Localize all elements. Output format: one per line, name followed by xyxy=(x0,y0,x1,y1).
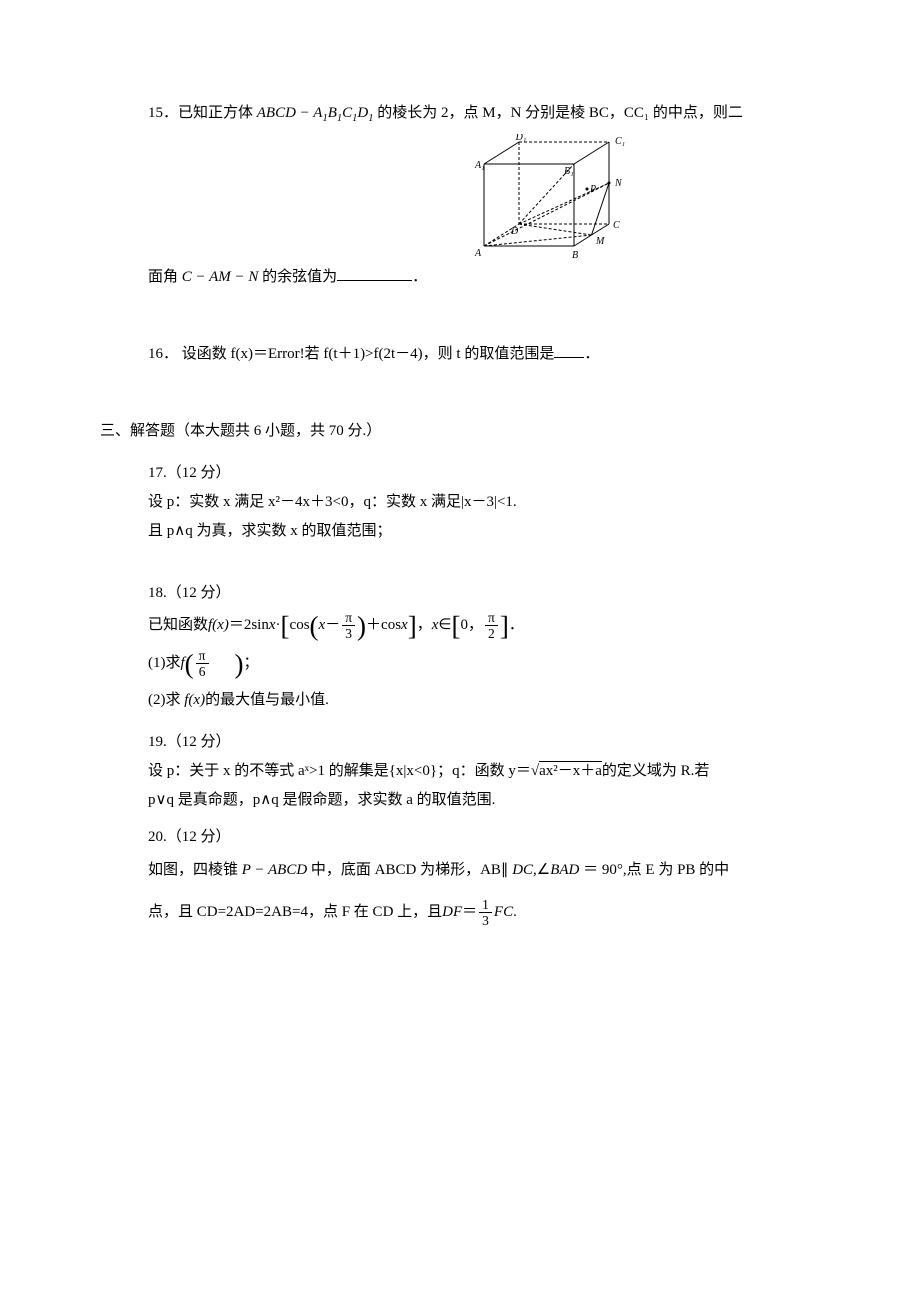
label-C1: C₁ xyxy=(615,136,625,147)
sqrt-content: ax²－x＋a xyxy=(539,761,602,779)
frac-1-3: 1 3 xyxy=(479,898,492,928)
problem-20: 20.（12 分） 如图，四棱锥 P − ABCD 中，底面 ABCD 为梯形，… xyxy=(148,824,840,928)
label-B1: B₁ xyxy=(564,166,574,177)
p20-line2: 点，且 CD=2AD=2AB=4，点 F 在 CD 上，且 DF ＝ 1 3 F… xyxy=(148,898,840,928)
frac-pi-3: π 3 xyxy=(342,611,355,641)
p19-line2: p∨q 是真命题，p∧q 是假命题，求实数 a 的取值范围. xyxy=(148,787,840,814)
problem-15-middle: D₁ C₁ A₁ B₁ A B C D M N P xyxy=(148,129,840,266)
p20-angle: ,∠BAD ＝ 90° xyxy=(533,862,623,878)
blank-16 xyxy=(554,357,584,358)
frac-pi-2-num: π xyxy=(485,611,498,627)
p20-df: DF xyxy=(442,899,462,926)
section-3-title: 三、解答题（本大题共 6 小题，共 70 分.） xyxy=(100,418,840,445)
p18-xminus: x xyxy=(319,612,326,639)
label-C: C xyxy=(613,220,620,231)
label-M: M xyxy=(595,236,605,247)
p20-line1b: 中，底面 ABCD 为梯形，AB∥ xyxy=(307,862,512,878)
p18-eq: ＝2sin xyxy=(229,612,269,639)
p18-part2-rest: 的最大值与最小值. xyxy=(205,692,329,708)
problem-15: 15．已知正方体 ABCD − A1B1C1D1 的棱长为 2，点 M，N 分别… xyxy=(148,100,840,291)
p15-line2-rest: 的余弦值为 xyxy=(258,269,337,285)
frac-pi-6-num: π xyxy=(196,649,209,665)
p18-minus: － xyxy=(325,612,340,639)
p20-line1c: ,点 E 为 PB 的中 xyxy=(623,862,729,878)
frac-1-3-den: 3 xyxy=(479,913,492,928)
blank-15 xyxy=(337,280,412,281)
p16-end: ． xyxy=(584,346,599,362)
p18-part1-end: ； xyxy=(244,650,259,677)
label-A1: A₁ xyxy=(474,160,485,171)
frac-pi-2-den: 2 xyxy=(485,626,498,641)
label-P: P xyxy=(589,184,596,195)
frac-pi-3-num: π xyxy=(342,611,355,627)
p19-line1a: 设 p：关于 x 的不等式 aˣ>1 的解集是{x|x<0}；q：函数 y＝ xyxy=(148,763,531,779)
p20-title: 20.（12 分） xyxy=(148,824,840,851)
p20-line1a: 如图，四棱锥 xyxy=(148,862,242,878)
p16-middle: 若 f(t＋1)>f(2t－4)，则 t 的取值范围是 xyxy=(305,346,555,362)
p18-period: ． xyxy=(509,612,524,639)
p18-intro: 已知函数 xyxy=(148,612,208,639)
p15-line2-end: ． xyxy=(412,269,427,285)
p20-fc: FC xyxy=(494,899,513,926)
p20-eq: ＝ xyxy=(462,899,477,926)
cube-diagram: D₁ C₁ A₁ B₁ A B C D M N P xyxy=(469,134,629,264)
p19-line1: 设 p：关于 x 的不等式 aˣ>1 的解集是{x|x<0}；q：函数 y＝√a… xyxy=(148,758,840,785)
p18-zero: 0， xyxy=(460,612,483,639)
p18-comma: ， xyxy=(417,612,432,639)
p15-cube-label: ABCD − A1B1C1D1 xyxy=(257,105,374,121)
frac-pi-6-den: 6 xyxy=(196,664,209,679)
p18-pluscos: ＋cos xyxy=(366,612,401,639)
p18-in-sym: ∈ xyxy=(438,612,451,639)
p19-line1b: 的定义域为 R.若 xyxy=(602,763,710,779)
p18-part1-prefix: (1)求 xyxy=(148,650,181,677)
frac-pi-3-den: 3 xyxy=(342,626,355,641)
p16-prefix: 16． 设函数 f(x)＝ xyxy=(148,346,268,362)
p18-fx: f(x) xyxy=(208,612,229,639)
problem-18: 18.（12 分） 已知函数 f(x) ＝2sin x · [ cos ( x－… xyxy=(148,580,840,714)
p20-line2a: 点，且 CD=2AD=2AB=4，点 F 在 CD 上，且 xyxy=(148,899,442,926)
p18-xin: x xyxy=(432,612,439,639)
p15-line1-rest: 的棱长为 2，点 M，N 分别是棱 BC，CC₁ 的中点，则二 xyxy=(373,105,742,121)
problem-19: 19.（12 分） 设 p：关于 x 的不等式 aˣ>1 的解集是{x|x<0}… xyxy=(148,729,840,814)
p18-part1: (1)求 f ( π 6 ) ； xyxy=(148,649,840,679)
frac-pi-2: π 2 xyxy=(485,611,498,641)
p18-function-def: 已知函数 f(x) ＝2sin x · [ cos ( x－ π 3 ) ＋co… xyxy=(148,611,840,641)
sqrt: √ xyxy=(531,763,539,779)
problem-15-line1: 15．已知正方体 ABCD − A1B1C1D1 的棱长为 2，点 M，N 分别… xyxy=(148,100,840,129)
p20-line1: 如图，四棱锥 P − ABCD 中，底面 ABCD 为梯形，AB∥ DC,∠BA… xyxy=(148,857,840,884)
frac-pi-6: π 6 xyxy=(196,649,209,679)
p20-dc: DC xyxy=(512,862,533,878)
frac-1-3-num: 1 xyxy=(479,898,492,914)
p15-angle-label: C − AM − N xyxy=(182,269,259,285)
p18-title: 18.（12 分） xyxy=(148,580,840,607)
p15-line2-prefix: 面角 xyxy=(148,269,182,285)
p17-title: 17.（12 分） xyxy=(148,460,840,487)
p16-error: Error! xyxy=(268,346,305,362)
problem-15-line2: 面角 C − AM − N 的余弦值为 ． xyxy=(148,264,840,291)
p18-varx: x xyxy=(269,612,276,639)
label-D1: D₁ xyxy=(515,134,527,143)
p18-dot: · xyxy=(276,612,281,639)
p18-part2: (2)求 xyxy=(148,692,184,708)
p17-line1: 设 p：实数 x 满足 x²－4x＋3<0，q：实数 x 满足|x－3|<1. xyxy=(148,489,840,516)
p18-part2-fx: f(x) xyxy=(184,692,205,708)
p18-part2-line: (2)求 f(x)的最大值与最小值. xyxy=(148,687,840,714)
problem-17: 17.（12 分） 设 p：实数 x 满足 x²－4x＋3<0，q：实数 x 满… xyxy=(148,460,840,545)
p18-varx2: x xyxy=(401,612,408,639)
p15-prefix: 15．已知正方体 xyxy=(148,105,257,121)
p19-title: 19.（12 分） xyxy=(148,729,840,756)
p20-pyramid: P − ABCD xyxy=(242,862,307,878)
p20-line2-end: . xyxy=(513,899,517,926)
p18-cos1: cos xyxy=(290,612,310,639)
label-B: B xyxy=(572,250,578,261)
p17-line2: 且 p∧q 为真，求实数 x 的取值范围； xyxy=(148,518,840,545)
label-N: N xyxy=(614,178,623,189)
problem-16: 16． 设函数 f(x)＝Error!若 f(t＋1)>f(2t－4)，则 t … xyxy=(148,341,840,368)
label-D: D xyxy=(510,226,519,237)
label-A: A xyxy=(474,248,482,259)
